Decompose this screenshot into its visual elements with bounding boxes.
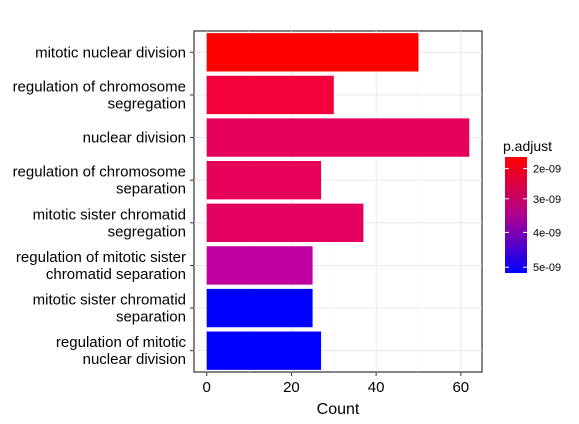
category-label-line: nuclear division [83,351,186,368]
category-label: regulation of mitotic sister chromatid se… [16,249,186,283]
category-label: regulation of chromosome segregation [13,78,186,112]
legend-tick-label: 5e-09 [533,262,561,274]
category-label-line: regulation of mitotic sister [16,249,186,266]
bars [206,33,470,370]
category-label: regulation of mitotic nuclear division [56,334,187,368]
category-label-line: mitotic nuclear division [35,44,186,61]
x-axis-title: Count [317,401,360,418]
category-labels: mitotic nuclear division regulation of ch… [13,44,194,368]
x-tick-label: 60 [452,379,469,396]
category-label: mitotic sister chromatid segregation [33,206,186,240]
x-tick-label: 0 [203,379,211,396]
category-label-line: separation [116,309,186,326]
bar [206,161,322,200]
legend-ticks: 2e-09 3e-09 4e-09 5e-09 [505,164,561,274]
legend-colorbar [505,157,527,273]
bar [206,33,419,72]
legend-tick-label: 4e-09 [533,227,561,239]
category-label-line: separation [116,181,186,198]
category-label-line: chromatid separation [46,266,186,283]
category-label-line: segregation [108,223,186,240]
category-label: mitotic nuclear division [35,44,186,61]
bar [206,288,313,328]
bar [206,118,470,157]
x-tick-label: 40 [368,379,385,396]
category-label-line: mitotic sister chromatid [33,292,186,309]
category-label-line: regulation of chromosome [13,78,186,95]
category-label-line: segregation [108,95,186,112]
category-label: regulation of chromosome separation [13,164,186,198]
category-label-line: regulation of chromosome [13,164,186,181]
x-tick-label: 20 [283,379,300,396]
bar [206,203,364,242]
legend-tick-label: 2e-09 [533,164,561,176]
legend-tick-label: 3e-09 [533,194,561,206]
bar [206,331,322,370]
x-axis: 0 20 40 60 [203,372,469,396]
category-label-line: regulation of mitotic [56,334,187,351]
category-label-line: mitotic sister chromatid [33,206,186,223]
legend-title: p.adjust [503,138,552,154]
bar [206,246,313,285]
legend: p.adjust 2e-09 3e-09 4e-09 5e-09 [503,138,561,274]
bar [206,75,334,115]
category-label: nuclear division [83,130,186,147]
category-label: mitotic sister chromatid separation [33,292,186,326]
category-label-line: nuclear division [83,130,186,147]
